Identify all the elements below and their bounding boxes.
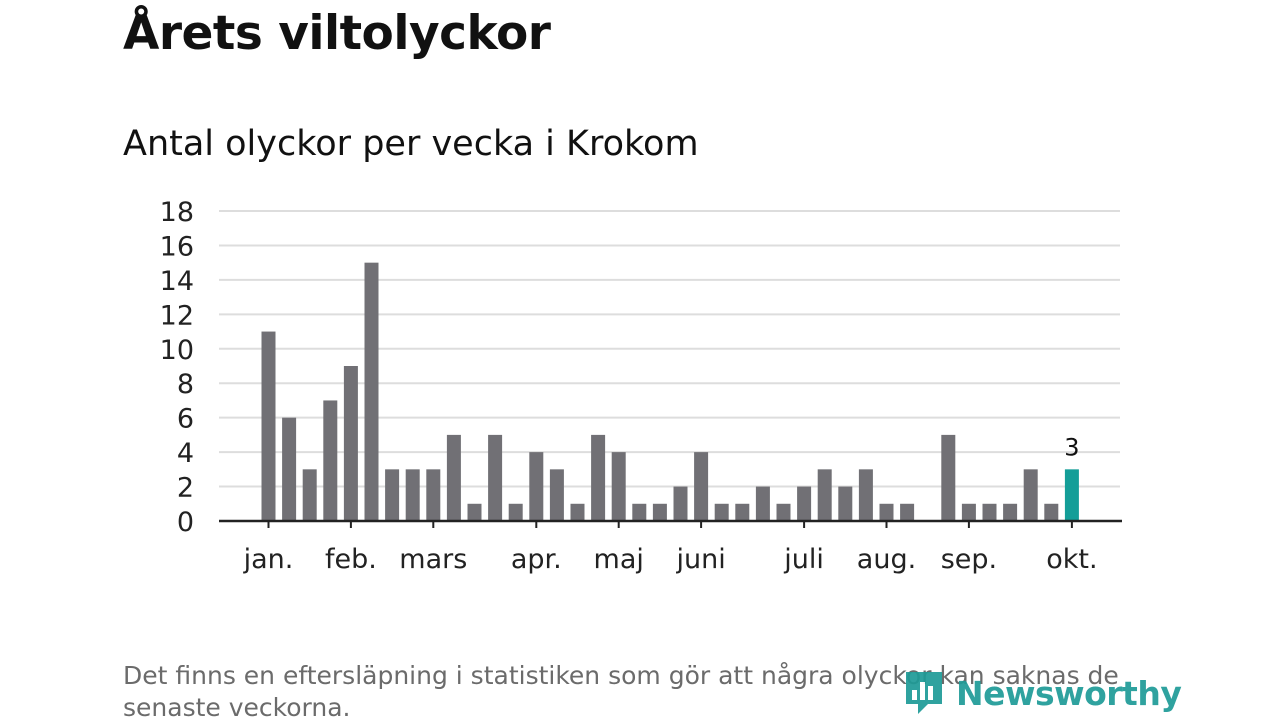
y-tick-label: 16 [160,231,194,262]
bar [611,452,626,521]
bar [735,503,750,521]
bars: 3 [261,262,1080,521]
x-month-label: sep. [941,544,997,575]
bar [941,434,956,521]
footnote: Det finns en eftersläpning i statistiken… [123,661,1119,722]
bar [632,503,647,521]
bar [755,486,770,521]
bar [652,503,667,521]
bar [1003,503,1018,521]
x-month-label: mars [399,544,467,575]
bar [302,469,317,521]
x-month-label: apr. [511,544,562,575]
bar [508,503,523,521]
bar [364,262,379,521]
bar [879,503,894,521]
bar [467,503,482,521]
y-tick-label: 4 [177,438,194,469]
bar [1023,469,1038,521]
highlight-data-label: 3 [1064,433,1079,461]
bar [282,417,297,521]
x-month-label: aug. [857,544,916,575]
bar [549,469,564,521]
x-month-label: feb. [325,544,377,575]
y-tick-label: 14 [160,266,194,297]
bar [900,503,915,521]
bar [323,400,338,521]
y-tick-label: 8 [177,369,194,400]
x-month-label: juni [675,544,725,575]
bar [529,452,544,521]
bar [405,469,420,521]
logo-text: Newsworthy [956,673,1182,713]
x-month-label: juli [783,544,824,575]
bar [261,331,276,521]
bar [343,366,358,521]
y-tick-label: 12 [160,300,194,331]
bar [817,469,832,521]
bar [776,503,791,521]
x-month-label: okt. [1046,544,1097,575]
bar [1044,503,1059,521]
bar [570,503,585,521]
bar [426,469,441,521]
bar [694,452,709,521]
y-tick-label: 0 [177,507,194,538]
bar [385,469,400,521]
bar [797,486,812,521]
bar [673,486,688,521]
bar [858,469,873,521]
y-tick-label: 6 [177,404,194,435]
x-month-label: jan. [243,544,294,575]
newsworthy-logo[interactable]: Newsworthy [902,668,1182,718]
chart-subtitle: Antal olyckor per vecka i Krokom [123,124,699,164]
y-tick-label: 18 [160,197,194,228]
bar [591,434,606,521]
y-tick-label: 10 [160,335,194,366]
x-month-label: maj [594,544,644,575]
y-tick-label: 2 [177,473,194,504]
newsworthy-logo-icon [906,672,942,714]
bar [838,486,853,521]
bar [961,503,976,521]
bar [982,503,997,521]
bar [488,434,503,521]
chart-title: Årets viltolyckor [123,6,551,61]
bar [714,503,729,521]
bar-highlight [1064,469,1079,521]
x-axis-month-labels: jan. feb. mars apr. maj juni juli aug. sep. okt. [243,521,1098,575]
bar [446,434,461,521]
